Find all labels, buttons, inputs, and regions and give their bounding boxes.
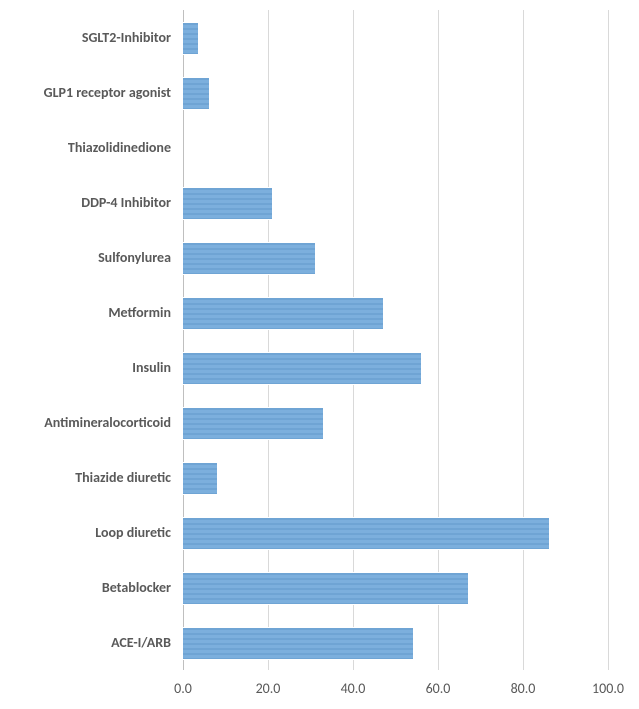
bar: [183, 627, 413, 659]
category-label: Thiazolidinedione: [68, 120, 171, 175]
medication-bar-chart: SGLT2-InhibitorGLP1 receptor agonistThia…: [0, 0, 639, 709]
bar: [183, 77, 209, 109]
gridline: [353, 10, 354, 670]
gridline: [438, 10, 439, 670]
category-label: DDP-4 Inhibitor: [81, 175, 171, 230]
category-label: Insulin: [132, 340, 171, 395]
bar: [183, 242, 315, 274]
bar: [183, 462, 217, 494]
x-tick-label: 100.0: [592, 680, 624, 697]
x-tick-label: 80.0: [511, 680, 536, 697]
category-label: ACE-I/ARB: [111, 615, 171, 670]
bar: [183, 517, 549, 549]
gridline: [608, 10, 609, 670]
x-tick-label: 0.0: [174, 680, 192, 697]
plot-area: [183, 10, 608, 670]
bar: [183, 407, 323, 439]
category-label: Antimineralocorticoid: [44, 395, 171, 450]
bar: [183, 297, 383, 329]
category-label: Betablocker: [102, 560, 171, 615]
category-label: GLP1 receptor agonist: [44, 65, 171, 120]
x-tick-label: 40.0: [341, 680, 366, 697]
gridline: [268, 10, 269, 670]
gridline: [523, 10, 524, 670]
bar: [183, 352, 421, 384]
category-label: SGLT2-Inhibitor: [82, 10, 171, 65]
x-tick-label: 20.0: [256, 680, 281, 697]
category-label: Sulfonylurea: [98, 230, 171, 285]
bar: [183, 572, 468, 604]
category-label: Metformin: [108, 285, 171, 340]
category-label: Loop diuretic: [95, 505, 171, 560]
bar: [183, 187, 272, 219]
bar: [183, 22, 198, 54]
category-label: Thiazide diuretic: [75, 450, 171, 505]
x-tick-label: 60.0: [426, 680, 451, 697]
